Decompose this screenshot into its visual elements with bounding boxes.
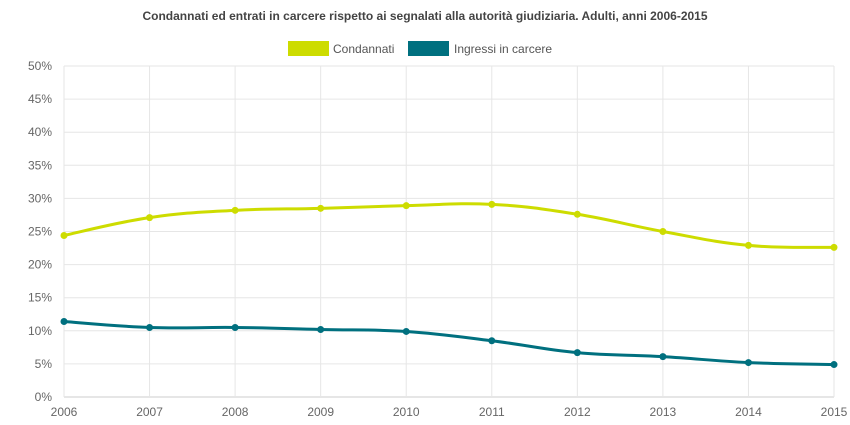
y-axis: 0% 5% 10% 15% 20% 25% 30% 35% 40% 45% 50% <box>28 59 52 404</box>
x-tick-label: 2006 <box>51 405 78 419</box>
series-line-1 <box>63 202 835 249</box>
data-point[interactable] <box>231 323 239 331</box>
x-tick-label: 2014 <box>735 405 762 419</box>
x-tick-label: 2013 <box>650 405 677 419</box>
data-point[interactable] <box>573 210 581 218</box>
legend-item-1[interactable]: Condannati <box>288 41 394 56</box>
y-tick-label: 10% <box>28 324 52 338</box>
y-tick-label: 35% <box>28 158 52 172</box>
data-point[interactable] <box>744 241 752 249</box>
legend[interactable]: Condannati Ingressi in carcere <box>288 41 552 56</box>
grid <box>63 65 835 398</box>
series-group <box>60 200 838 369</box>
data-point[interactable] <box>231 206 239 214</box>
data-point[interactable] <box>317 204 325 212</box>
data-point[interactable] <box>146 214 154 222</box>
data-point[interactable] <box>146 323 154 331</box>
chart-title: Condannati ed entrati in carcere rispett… <box>142 9 707 23</box>
data-point[interactable] <box>60 231 68 239</box>
x-axis: 2006 2007 2008 2009 2010 2011 2012 2013 2014 2015 <box>51 405 848 419</box>
y-tick-label: 15% <box>28 291 52 305</box>
series-line-2 <box>63 320 835 367</box>
legend-swatch <box>288 41 329 56</box>
data-point[interactable] <box>317 325 325 333</box>
legend-label: Ingressi in carcere <box>454 42 552 56</box>
legend-swatch <box>408 41 449 56</box>
x-tick-label: 2009 <box>307 405 334 419</box>
data-point[interactable] <box>744 359 752 367</box>
y-tick-label: 0% <box>35 390 53 404</box>
data-point[interactable] <box>60 318 68 326</box>
data-point[interactable] <box>488 200 496 208</box>
data-point[interactable] <box>402 327 410 335</box>
legend-item-2[interactable]: Ingressi in carcere <box>408 41 552 56</box>
legend-label: Condannati <box>333 42 394 56</box>
y-tick-label: 20% <box>28 258 52 272</box>
x-tick-label: 2008 <box>222 405 249 419</box>
data-point[interactable] <box>659 353 667 361</box>
y-tick-label: 45% <box>28 92 52 106</box>
y-tick-label: 5% <box>35 357 53 371</box>
y-tick-label: 40% <box>28 125 52 139</box>
data-point[interactable] <box>830 361 838 369</box>
x-tick-label: 2011 <box>479 405 505 419</box>
data-point[interactable] <box>659 228 667 235</box>
x-tick-label: 2012 <box>564 405 591 419</box>
data-point[interactable] <box>573 349 581 357</box>
y-tick-label: 25% <box>28 225 52 239</box>
data-point[interactable] <box>488 337 496 345</box>
y-tick-label: 50% <box>28 59 52 73</box>
y-tick-label: 30% <box>28 191 52 205</box>
x-tick-label: 2007 <box>136 405 163 419</box>
data-point[interactable] <box>830 243 838 251</box>
x-tick-label: 2010 <box>393 405 420 419</box>
data-point[interactable] <box>402 202 410 210</box>
x-tick-label: 2015 <box>821 405 848 419</box>
